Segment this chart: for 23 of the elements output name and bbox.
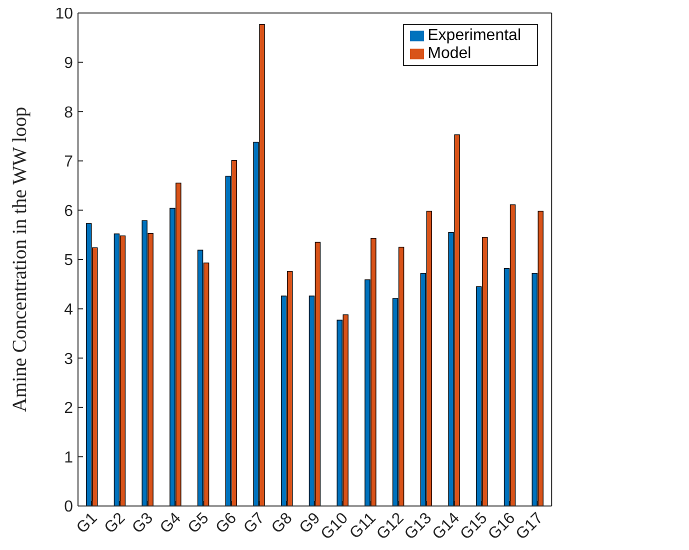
y-tick-label: 8 (64, 104, 74, 122)
x-tick-label: G7 (240, 510, 268, 537)
y-axis-title: Amine Concentration in the WW loop (9, 106, 32, 412)
x-tick-label: G6 (212, 510, 240, 537)
y-tick-label: 7 (64, 154, 74, 171)
y-tick-label: 4 (64, 301, 74, 318)
x-tick-label: G5 (185, 510, 212, 537)
x-tick-label: G10 (318, 510, 352, 544)
y-tick-label: 0 (64, 498, 74, 516)
y-tick-label: 3 (64, 350, 74, 368)
y-tick-label: 9 (64, 54, 74, 72)
y-tick-label: 1 (64, 449, 74, 466)
x-tick-label: G1 (74, 510, 101, 537)
x-tick-label: G8 (268, 510, 296, 537)
y-tick-label: 2 (64, 400, 74, 418)
y-tick-label: 5 (64, 252, 74, 270)
legend-label: Experimental (428, 27, 521, 44)
y-tick-label: 6 (64, 202, 74, 220)
legend-label: Model (428, 45, 472, 62)
x-tick-label: G3 (129, 510, 157, 537)
x-tick-label: G17 (513, 510, 547, 544)
x-tick-label: G4 (157, 510, 184, 537)
x-tick-label: G2 (102, 510, 129, 537)
